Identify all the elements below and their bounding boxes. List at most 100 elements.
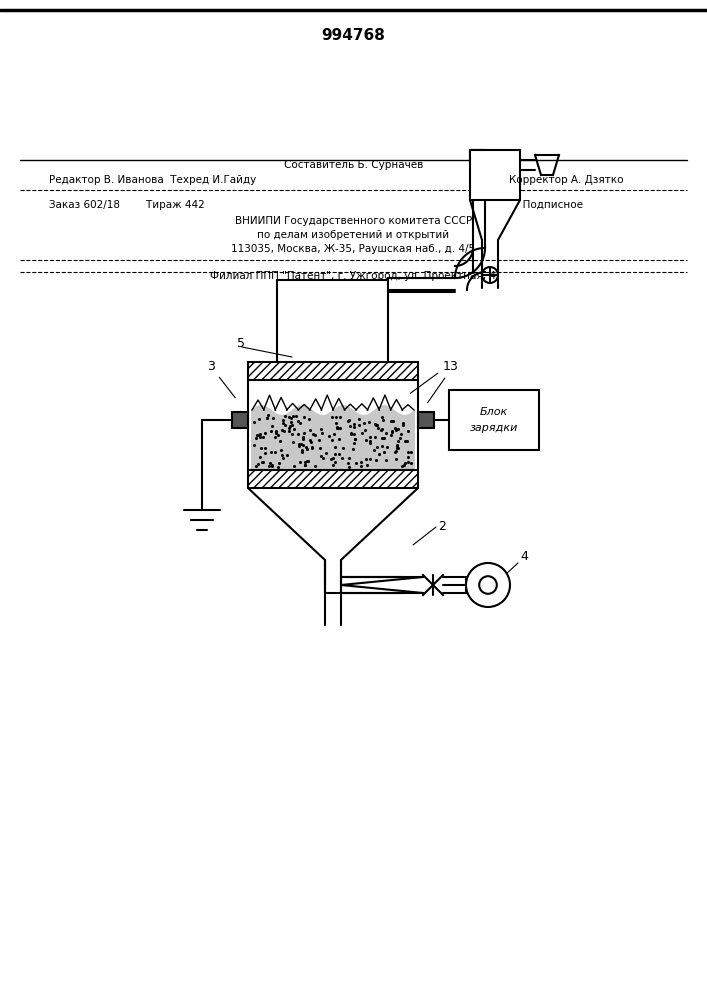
- Point: [392, 421, 404, 437]
- Point: [405, 444, 416, 460]
- Point: [286, 410, 297, 426]
- Text: Блок: Блок: [480, 407, 508, 417]
- Point: [253, 411, 264, 427]
- Point: [392, 433, 404, 449]
- Point: [286, 414, 297, 430]
- Point: [349, 435, 360, 451]
- Text: Филиал ППП "Патент", г. Ужгород, ул. Проектная, 4: Филиал ППП "Патент", г. Ужгород, ул. Про…: [211, 271, 496, 281]
- Text: по делам изобретений и открытий: по делам изобретений и открытий: [257, 230, 450, 240]
- Point: [293, 438, 304, 454]
- Point: [397, 415, 409, 431]
- Text: 2: 2: [438, 520, 446, 533]
- Point: [284, 418, 296, 434]
- Point: [380, 452, 391, 468]
- Point: [259, 445, 271, 461]
- Point: [314, 440, 325, 456]
- Point: [284, 423, 295, 439]
- Point: [279, 408, 291, 424]
- Point: [385, 413, 397, 429]
- Point: [305, 422, 316, 438]
- Point: [344, 418, 356, 434]
- Point: [345, 426, 356, 442]
- Point: [262, 410, 273, 426]
- Point: [277, 415, 288, 431]
- Polygon shape: [251, 405, 415, 470]
- Point: [329, 446, 340, 462]
- Point: [269, 429, 281, 445]
- Point: [253, 427, 264, 443]
- Point: [299, 457, 310, 473]
- Point: [248, 414, 259, 430]
- Point: [255, 426, 266, 442]
- Point: [256, 440, 267, 456]
- Point: [349, 431, 361, 447]
- Point: [387, 423, 398, 439]
- Point: [349, 426, 360, 442]
- Point: [329, 439, 341, 455]
- Point: [356, 454, 367, 470]
- Point: [265, 444, 276, 460]
- Point: [364, 433, 375, 449]
- Point: [294, 454, 305, 470]
- Text: Корректор А. Дзятко: Корректор А. Дзятко: [509, 175, 624, 185]
- Point: [392, 440, 403, 456]
- Point: [370, 452, 382, 468]
- Point: [377, 421, 388, 437]
- Point: [390, 451, 402, 467]
- Point: [343, 450, 354, 466]
- Point: [332, 420, 343, 436]
- Point: [276, 422, 288, 438]
- Point: [377, 430, 388, 446]
- Point: [386, 424, 397, 440]
- Point: [302, 441, 313, 457]
- Point: [332, 420, 344, 436]
- Point: [378, 444, 390, 460]
- Point: [310, 427, 321, 443]
- Point: [364, 435, 375, 451]
- Point: [393, 440, 404, 456]
- Point: [358, 415, 369, 431]
- Point: [365, 451, 376, 467]
- Point: [371, 439, 382, 455]
- Point: [385, 427, 397, 443]
- Point: [254, 449, 265, 465]
- Point: [327, 432, 338, 448]
- Point: [257, 454, 269, 470]
- Point: [288, 458, 300, 474]
- Point: [391, 437, 402, 453]
- Point: [405, 455, 416, 471]
- Point: [252, 456, 264, 472]
- Point: [320, 445, 332, 461]
- Point: [259, 440, 271, 456]
- Point: [266, 423, 277, 439]
- Point: [284, 409, 295, 425]
- Text: 113035, Москва, Ж-35, Раушская наб., д. 4/5: 113035, Москва, Ж-35, Раушская наб., д. …: [231, 244, 476, 254]
- Text: 3: 3: [428, 360, 457, 403]
- Point: [378, 430, 390, 446]
- Point: [387, 413, 399, 429]
- Point: [298, 409, 310, 425]
- Bar: [232, 412, 248, 428]
- Point: [333, 431, 344, 447]
- Point: [390, 420, 401, 436]
- Point: [351, 455, 362, 471]
- Point: [377, 409, 388, 425]
- Point: [302, 453, 313, 469]
- Point: [271, 425, 282, 441]
- Point: [267, 410, 278, 426]
- Text: 4: 4: [520, 550, 528, 563]
- Bar: [470, 150, 520, 200]
- Point: [342, 413, 354, 429]
- Point: [301, 453, 312, 469]
- Point: [258, 429, 269, 445]
- Point: [330, 415, 341, 431]
- Point: [398, 457, 409, 473]
- Point: [267, 457, 278, 473]
- Point: [345, 425, 356, 441]
- Point: [272, 427, 284, 443]
- Point: [371, 417, 382, 433]
- Point: [357, 425, 368, 441]
- Bar: [449, 390, 539, 450]
- Point: [262, 410, 273, 426]
- Bar: [418, 412, 434, 428]
